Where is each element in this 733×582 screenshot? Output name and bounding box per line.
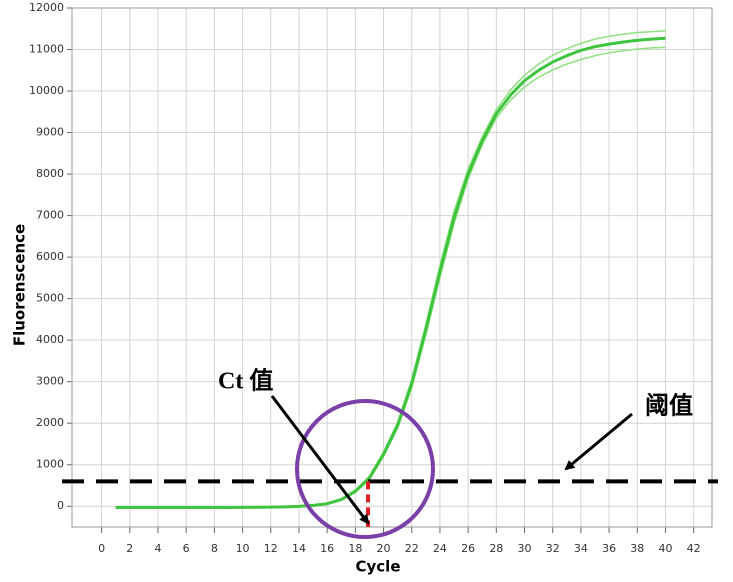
threshold-label: 阈值 <box>645 392 693 420</box>
annotations: Ct 值阈值 <box>62 367 718 539</box>
x-tick-label: 0 <box>98 542 105 555</box>
x-tick-label: 26 <box>461 542 475 555</box>
x-tick-label: 22 <box>405 542 419 555</box>
y-tick-label: 12000 <box>29 1 64 14</box>
y-tick-label: 2000 <box>36 416 64 429</box>
x-tick-label: 38 <box>630 542 644 555</box>
x-tick-label: 2 <box>126 542 133 555</box>
y-tick-label: 7000 <box>36 209 64 222</box>
x-tick-label: 24 <box>433 542 447 555</box>
x-tick-label: 28 <box>489 542 503 555</box>
x-tick-label: 6 <box>183 542 190 555</box>
y-tick-label: 8000 <box>36 167 64 180</box>
x-tick-label: 16 <box>320 542 334 555</box>
y-tick-label: 4000 <box>36 333 64 346</box>
y-tick-label: 1000 <box>36 458 64 471</box>
lines <box>115 30 666 509</box>
ct-circle <box>295 399 435 539</box>
x-axis-title: Cycle <box>356 558 401 576</box>
x-tick-label: 18 <box>348 542 362 555</box>
curve <box>115 36 666 509</box>
x-tick-label: 30 <box>518 542 532 555</box>
x-tick-label: 12 <box>264 542 278 555</box>
x-tick-label: 20 <box>377 542 391 555</box>
x-tick-label: 32 <box>546 542 560 555</box>
ct-arrow <box>270 395 370 525</box>
y-tick-label: 3000 <box>36 375 64 388</box>
y-tick-label: 5000 <box>36 292 64 305</box>
y-axis-title: Fluorenscence <box>11 224 29 346</box>
x-tick-label: 4 <box>154 542 161 555</box>
y-tick-label: 10000 <box>29 84 64 97</box>
plot-frame <box>71 7 713 528</box>
x-tick-label: 10 <box>236 542 250 555</box>
grid: 0100020003000400050006000700080009000100… <box>29 1 712 555</box>
y-tick-label: 9000 <box>36 126 64 139</box>
x-tick-label: 8 <box>211 542 218 555</box>
y-tick-label: 11000 <box>29 43 64 56</box>
x-tick-label: 40 <box>658 542 672 555</box>
y-tick-label: 6000 <box>36 250 64 263</box>
y-tick-label: 0 <box>57 499 64 512</box>
x-tick-label: 36 <box>602 542 616 555</box>
x-tick-label: 42 <box>687 542 701 555</box>
x-tick-label: 34 <box>574 542 588 555</box>
x-tick-label: 14 <box>292 542 306 555</box>
threshold-arrow <box>564 412 633 471</box>
curve <box>115 30 666 509</box>
ct-label: Ct 值 <box>218 367 273 395</box>
